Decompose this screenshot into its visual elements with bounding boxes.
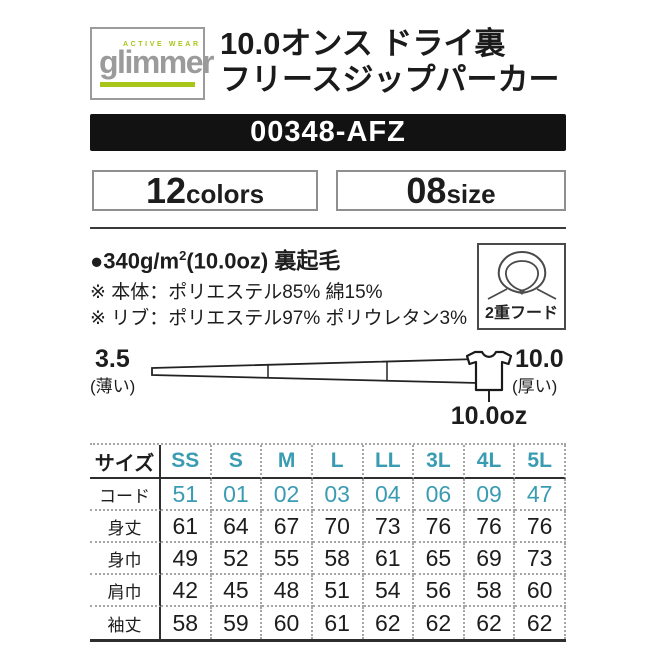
tshirt-icon [465, 350, 513, 392]
table-cell: 70 [312, 511, 364, 543]
table-cell: 61 [161, 511, 212, 543]
table-cell: 56 [414, 575, 465, 607]
product-title: 10.0オンス ドライ裏 フリースジップパーカー [220, 26, 559, 98]
row-label-body-length: 身丈 [90, 511, 161, 543]
colors-count-box: 12 colors [92, 170, 318, 211]
fabric-weight: ●340g/m2(10.0oz) 裏起毛 [90, 241, 480, 276]
table-cell: 62 [515, 607, 566, 639]
size-table: サイズ SS S M L LL 3L 4L 5L コード 51 01 02 03… [90, 443, 566, 642]
table-cell: 09 [464, 479, 516, 511]
thickness-marker-label: 10.0oz [450, 402, 528, 430]
product-title-line2: フリースジップパーカー [220, 62, 560, 97]
table-cell: 06 [414, 479, 465, 511]
thickness-meter: 3.5 (薄い) 10.0 (厚い) 10.0oz [90, 343, 566, 438]
thickness-max-value: 10.0 [515, 345, 564, 373]
size-label: size [446, 179, 496, 209]
table-cell: 04 [363, 479, 415, 511]
table-cell: 03 [312, 479, 364, 511]
colors-label: colors [186, 179, 265, 209]
size-col-header: SS [161, 445, 212, 479]
table-cell: 76 [464, 511, 516, 543]
fabric-note-body: ※ 本体：ポリエステル85% 綿15% [90, 282, 383, 304]
size-col-header: S [211, 445, 263, 479]
fabric-weight-main: ●340g/m [90, 248, 180, 274]
table-cell: 58 [464, 575, 516, 607]
row-label-shoulder-width: 肩巾 [90, 575, 161, 607]
table-cell: 42 [161, 575, 212, 607]
count-row: 12 colors 08 size [90, 170, 566, 211]
table-cell: 60 [515, 575, 566, 607]
double-hood-icon [487, 250, 556, 300]
thickness-min-value: 3.5 [95, 345, 130, 373]
product-code-bar: 00348-AFZ [90, 114, 566, 151]
table-cell: 47 [515, 479, 566, 511]
row-label-body-width: 身巾 [90, 543, 161, 575]
table-cell: 55 [262, 543, 313, 575]
size-col-header: L [312, 445, 364, 479]
size-count: 08 [406, 170, 447, 211]
size-col-header: 3L [414, 445, 465, 479]
table-cell: 62 [464, 607, 516, 639]
table-cell: 45 [211, 575, 263, 607]
table-cell: 62 [414, 607, 465, 639]
size-table-header-label: サイズ [90, 445, 161, 479]
brand-underline-bar [100, 82, 195, 87]
table-cell: 62 [363, 607, 415, 639]
table-cell: 67 [262, 511, 313, 543]
table-cell: 58 [161, 607, 212, 639]
brand-logo: ACTIVE WEAR glimmer [90, 27, 214, 100]
brand-name: glimmer [99, 44, 214, 80]
table-cell: 59 [211, 607, 263, 639]
table-cell: 73 [515, 543, 566, 575]
product-code: 00348-AFZ [250, 116, 406, 148]
table-cell: 51 [161, 479, 212, 511]
brand-active-wear-label: ACTIVE WEAR [123, 41, 201, 48]
table-cell: 01 [211, 479, 263, 511]
product-title-line1: 10.0オンス ドライ裏 [220, 26, 506, 61]
table-cell: 51 [312, 575, 364, 607]
size-col-header: M [262, 445, 313, 479]
thickness-min-label: (薄い) [90, 377, 136, 396]
size-col-header: 4L [464, 445, 516, 479]
table-cell: 61 [312, 607, 364, 639]
table-cell: 02 [262, 479, 313, 511]
table-cell: 54 [363, 575, 415, 607]
size-col-header: LL [363, 445, 415, 479]
fabric-weight-rest: (10.0oz) 裏起毛 [186, 248, 341, 274]
fabric-weight-sup: 2 [179, 248, 187, 263]
fabric-specs: ●340g/m2(10.0oz) 裏起毛 ※ 本体：ポリエステル85% 綿15%… [90, 241, 480, 332]
table-cell: 76 [515, 511, 566, 543]
table-cell: 48 [262, 575, 313, 607]
table-cell: 64 [211, 511, 263, 543]
fabric-note-rib: ※ リブ：ポリエステル97% ポリウレタン3% [90, 308, 467, 330]
table-cell: 73 [363, 511, 415, 543]
row-label-code: コード [90, 479, 161, 511]
table-cell: 49 [161, 543, 212, 575]
colors-count: 12 [145, 170, 186, 211]
hood-feature-label: 2重フード [485, 305, 558, 322]
size-count-box: 08 size [336, 170, 566, 211]
content: ACTIVE WEAR glimmer 10.0オンス ドライ裏 フリースジップ… [90, 0, 566, 650]
table-cell: 52 [211, 543, 263, 575]
thickness-scale-graphic [151, 350, 513, 402]
table-cell: 69 [464, 543, 516, 575]
table-cell: 60 [262, 607, 313, 639]
table-cell: 76 [414, 511, 465, 543]
table-cell: 58 [312, 543, 364, 575]
size-col-header: 5L [515, 445, 566, 479]
table-cell: 65 [414, 543, 465, 575]
hood-feature-box: 2重フード [477, 243, 566, 330]
thickness-max-label: (厚い) [512, 377, 558, 396]
table-cell: 61 [363, 543, 415, 575]
row-label-sleeve-length: 袖丈 [90, 607, 161, 639]
section-divider [90, 227, 566, 229]
